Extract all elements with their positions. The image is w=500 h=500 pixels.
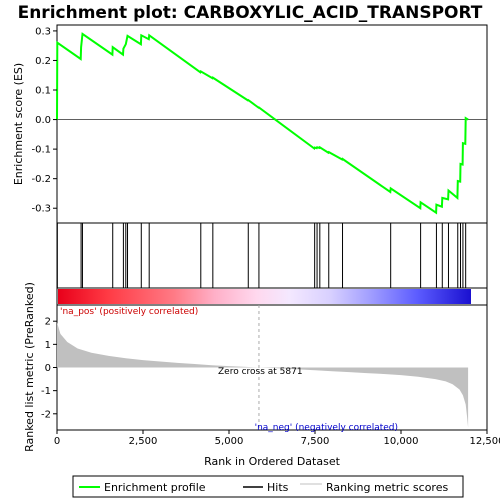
y-axis-label-es: Enrichment score (ES)	[12, 63, 25, 185]
x-axis-label: Rank in Ordered Dataset	[204, 455, 341, 468]
chart-title: Enrichment plot: CARBOXYLIC_ACID_TRANSPO…	[18, 3, 483, 23]
metric-layer	[57, 305, 469, 430]
x-tick-label: 2,500	[129, 436, 158, 447]
y-tick-label-es: -0.1	[31, 145, 51, 156]
y-tick-label-es: 0.0	[35, 115, 51, 126]
legend-label-metric: Ranking metric scores	[326, 481, 448, 494]
neg-correlated-label: 'na_neg' (negatively correlated)	[255, 423, 398, 433]
x-tick-label: 12,500	[470, 436, 500, 447]
es-layer	[56, 32, 487, 215]
hits-panel-frame	[56, 222, 488, 289]
hits-layer	[56, 223, 467, 288]
x-tick-label: 10,000	[384, 436, 419, 447]
y-tick-label-es: -0.3	[31, 204, 51, 215]
y-tick-label-metric: -1	[41, 386, 51, 397]
legend-label-enrichment: Enrichment profile	[104, 481, 206, 494]
y-tick-label-es: 0.1	[35, 86, 51, 97]
y-tick-label-es: -0.2	[31, 174, 51, 185]
y-axis-label-metric: Ranked list metric (PreRanked)	[23, 282, 36, 452]
y-tick-label-metric: 1	[45, 340, 51, 351]
y-tick-label-es: 0.2	[35, 56, 51, 67]
pos-correlated-label: 'na_pos' (positively correlated)	[60, 307, 198, 317]
enrichment-profile-line	[56, 32, 469, 215]
y-tick-label-metric: -2	[41, 409, 51, 420]
y-tick-label-metric: 2	[45, 317, 51, 328]
legend-box	[72, 475, 464, 498]
x-tick-label: 0	[54, 436, 60, 447]
x-tick-label: 7,500	[301, 436, 330, 447]
zero-cross-label: Zero cross at 5871	[218, 367, 303, 377]
y-tick-label-es: 0.3	[35, 26, 51, 37]
legend-label-hits: Hits	[267, 481, 289, 494]
axes-layer: 0 2,500 5,000 7,500 10,000 12,500 -0.3 -0.2 -0.1…	[31, 26, 500, 447]
y-tick-label-metric: 0	[45, 363, 51, 374]
rank-colorbar	[58, 289, 471, 304]
x-tick-label: 5,000	[215, 436, 244, 447]
